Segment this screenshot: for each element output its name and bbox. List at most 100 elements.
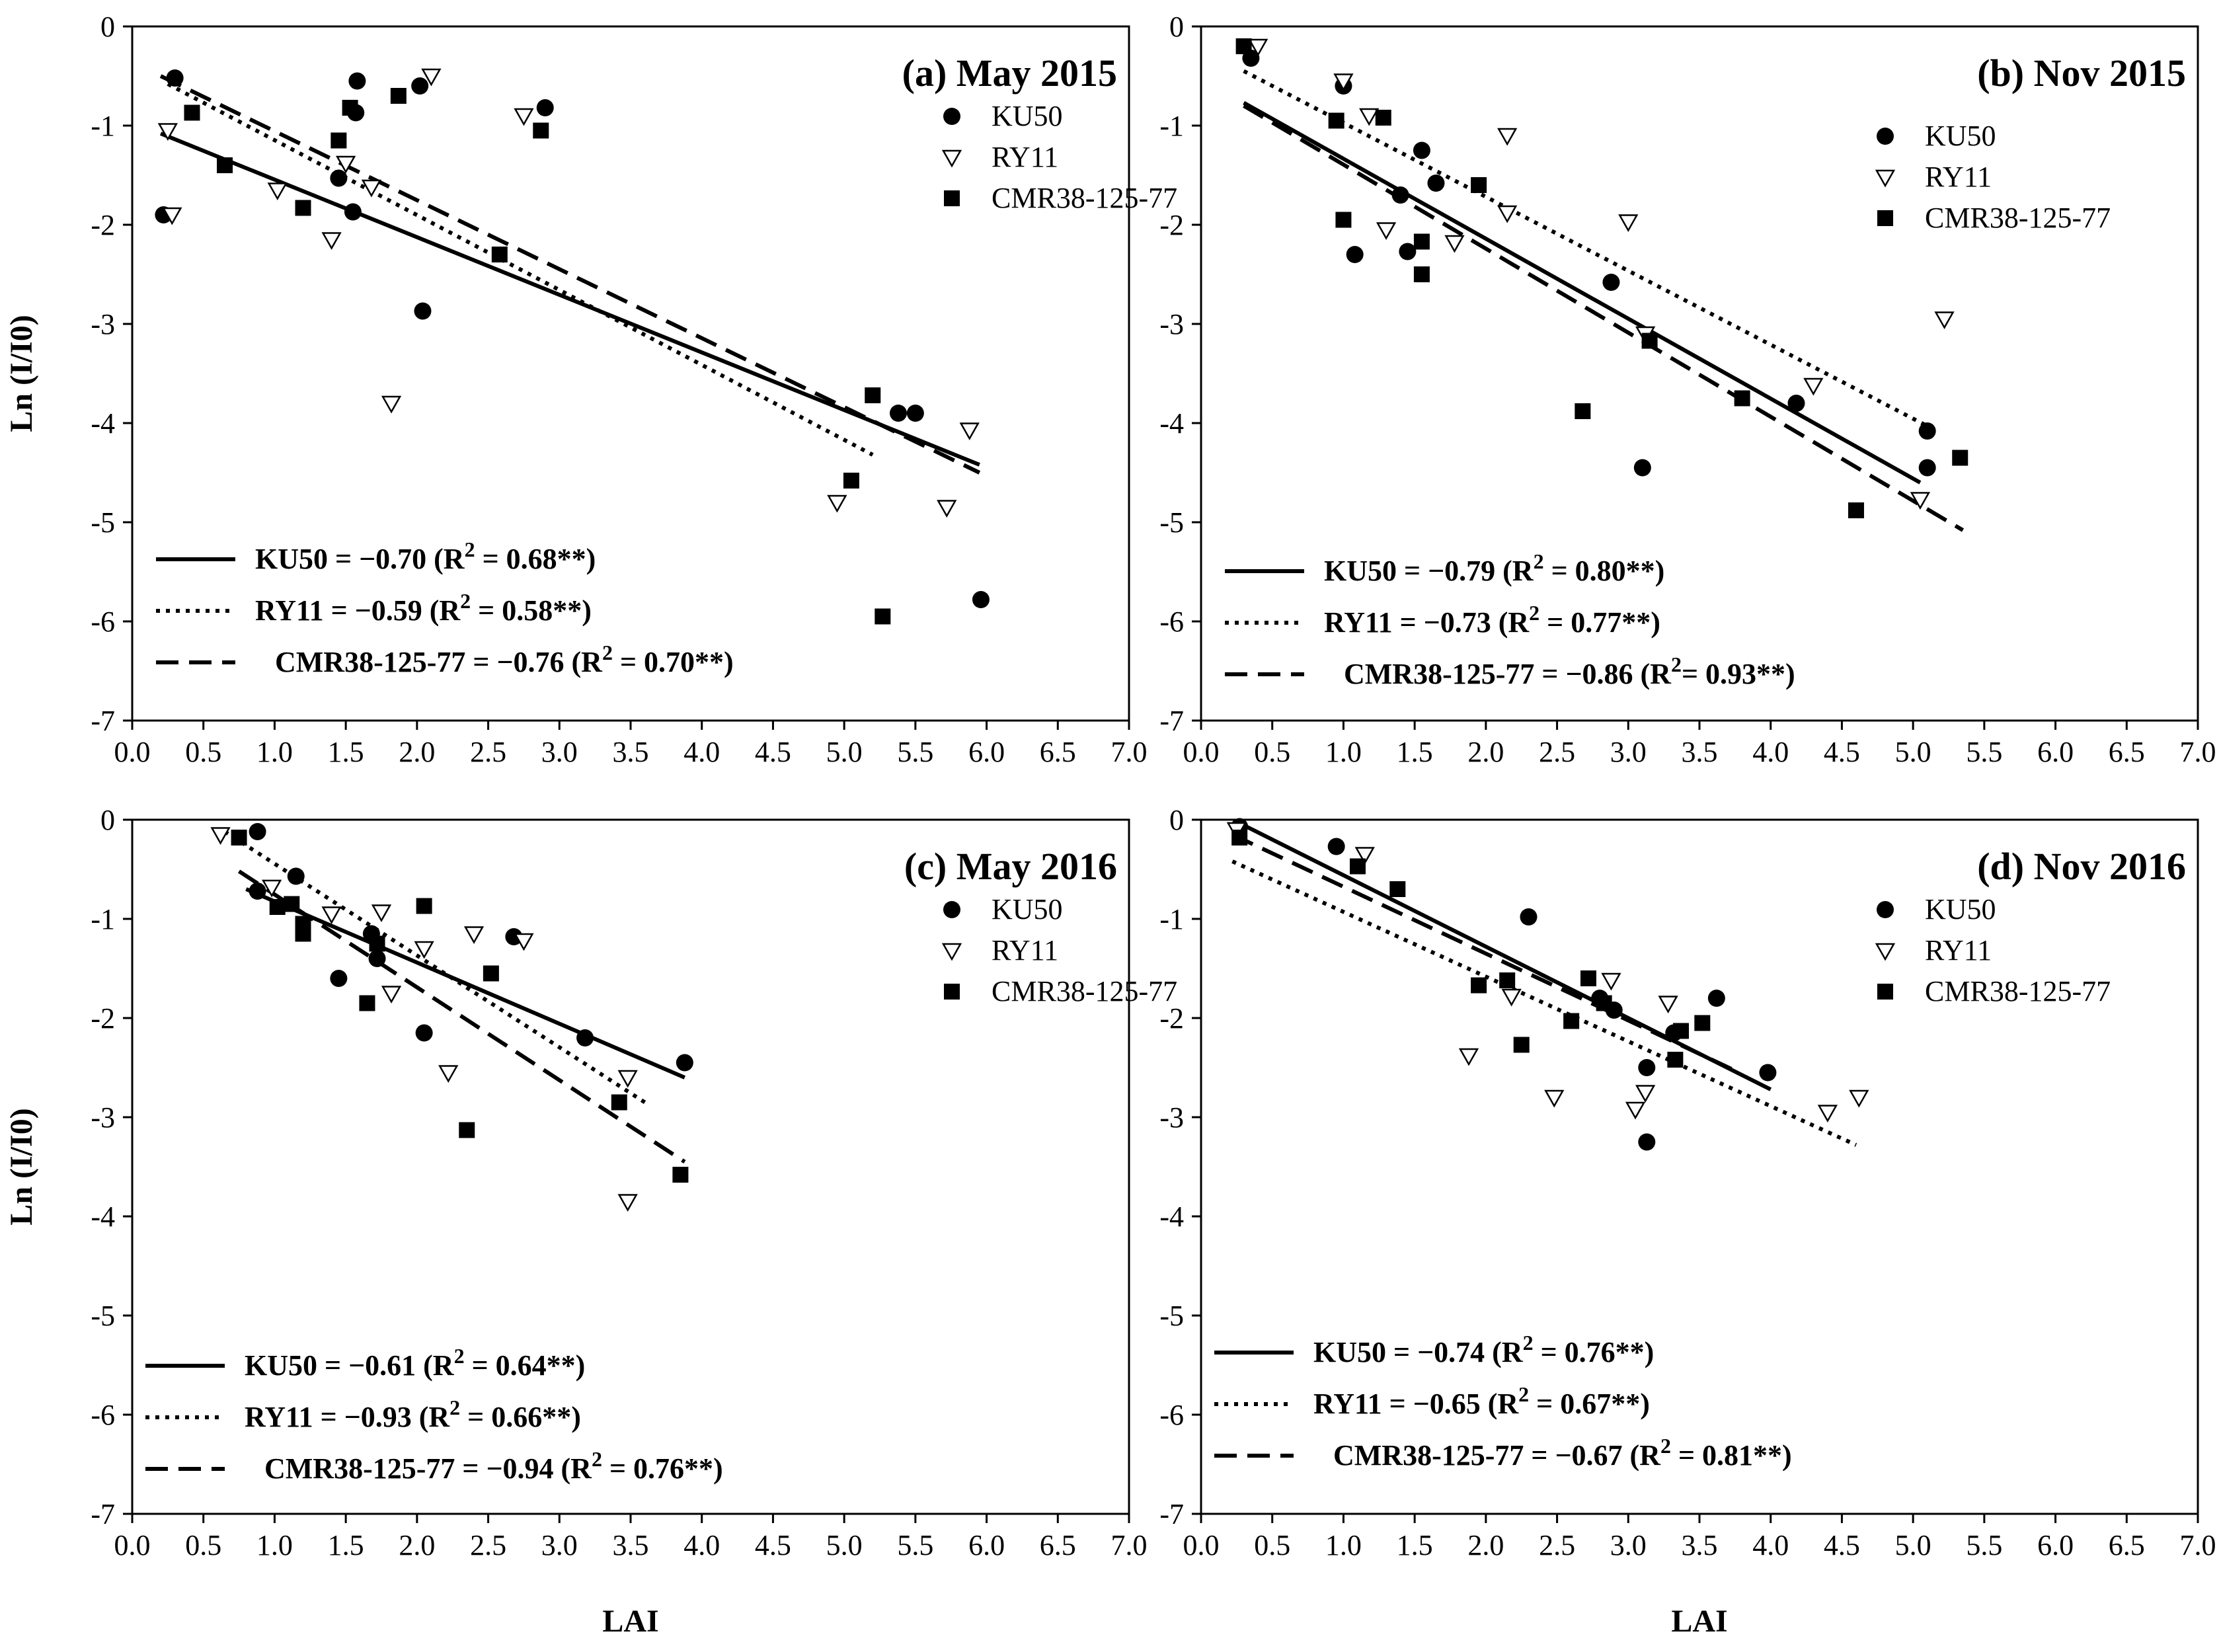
data-point-cmr38-125-77 <box>217 157 233 173</box>
data-point-cmr38-125-77 <box>1580 970 1596 986</box>
equation-ku50: KU50 = −0.70 (R2 = 0.68**) <box>255 537 596 575</box>
x-tick-label: 6.0 <box>2037 736 2074 768</box>
legend-label: KU50 <box>992 100 1063 132</box>
data-point-ku50 <box>1918 459 1936 477</box>
x-tick-label: 7.0 <box>1111 1529 1148 1561</box>
data-point-cmr38-125-77 <box>865 387 881 403</box>
x-tick-label: 3.0 <box>1610 736 1647 768</box>
data-point-ry11 <box>267 182 288 201</box>
x-tick-label: 4.5 <box>1824 1529 1860 1561</box>
data-point-cmr38-125-77 <box>295 200 311 216</box>
x-tick-label: 3.0 <box>1610 1529 1647 1561</box>
data-point-cmr38-125-77 <box>295 925 311 942</box>
y-tick-label: -3 <box>1159 1101 1184 1134</box>
y-tick-label: -7 <box>1159 1498 1184 1530</box>
data-point-cmr38-125-77 <box>459 1122 475 1138</box>
y-tick-label: 0 <box>1169 804 1184 836</box>
x-tick-label: 2.0 <box>1467 1529 1504 1561</box>
x-tick-label: 5.5 <box>1966 736 2002 768</box>
y-tick-label: -1 <box>1159 110 1184 142</box>
data-point-ry11 <box>514 108 534 126</box>
y-tick-label: -1 <box>91 903 115 935</box>
fit-line-cmr38-125-77 <box>1231 832 1736 1073</box>
data-point-ry11 <box>210 827 231 846</box>
y-tick-label: -3 <box>91 308 115 340</box>
x-tick-label: 1.5 <box>328 736 364 768</box>
data-point-ry11 <box>1248 38 1268 57</box>
legend-label: CMR38-125-77 <box>1925 975 2111 1007</box>
y-tick-label: 0 <box>1169 11 1184 43</box>
legend-label: RY11 <box>992 141 1058 173</box>
data-point-ry11 <box>321 232 342 251</box>
x-tick-label: 4.0 <box>683 736 720 768</box>
data-point-ry11 <box>827 494 847 513</box>
data-point-ry11 <box>381 986 402 1004</box>
x-tick-label: 1.5 <box>1397 1529 1433 1561</box>
equation-ry11: RY11 = −0.59 (R2 = 0.58**) <box>255 589 592 627</box>
data-point-ku50 <box>1918 422 1936 440</box>
data-point-ku50 <box>1413 141 1430 159</box>
panel-b: 0.0 0.5 1.0 1.5 2.0 2.5 3.0 3.5 4.0 4.5 5.0 5.5 6.0 6… <box>1159 11 2216 768</box>
data-point-cmr38-125-77 <box>1413 233 1430 250</box>
y-tick-label: -6 <box>1159 1399 1184 1431</box>
x-tick-label: 5.0 <box>1895 736 1931 768</box>
data-point-ku50 <box>249 823 266 840</box>
x-tick-label: 3.0 <box>541 736 578 768</box>
legend-marker-ry11 <box>941 149 962 168</box>
x-tick-label: 0.0 <box>1183 1529 1220 1561</box>
legend-label: RY11 <box>992 934 1058 966</box>
legend-marker-ku50 <box>1877 128 1894 145</box>
data-point-ku50 <box>348 72 366 90</box>
data-point-ry11 <box>463 926 485 945</box>
x-tick-label: 6.5 <box>1040 1529 1076 1561</box>
x-tick-label: 3.5 <box>1682 736 1718 768</box>
data-point-cmr38-125-77 <box>1471 977 1487 994</box>
data-point-ry11 <box>336 155 356 174</box>
data-point-ku50 <box>1427 175 1445 192</box>
x-tick-label: 2.5 <box>1539 736 1575 768</box>
data-point-ku50 <box>1707 990 1725 1007</box>
data-point-cmr38-125-77 <box>1575 403 1591 419</box>
data-point-ry11 <box>1625 1101 1646 1120</box>
y-tick-label: -5 <box>1159 506 1184 539</box>
data-point-cmr38-125-77 <box>1389 881 1406 897</box>
data-point-ku50 <box>287 867 305 885</box>
x-tick-label: 6.5 <box>2109 1529 2145 1561</box>
data-point-ku50 <box>1391 186 1409 204</box>
data-point-ku50 <box>1399 243 1417 260</box>
data-point-ry11 <box>514 933 534 951</box>
data-point-cmr38-125-77 <box>1231 830 1248 846</box>
x-tick-label: 1.0 <box>256 736 293 768</box>
data-point-cmr38-125-77 <box>231 830 247 846</box>
data-point-ku50 <box>1787 395 1805 412</box>
legend-marker-ry11 <box>1875 169 1896 188</box>
data-point-ry11 <box>1601 972 1621 991</box>
legend-label: KU50 <box>1925 893 1996 925</box>
y-tick-label: -7 <box>91 705 115 737</box>
data-point-cmr38-125-77 <box>1513 1037 1530 1053</box>
y-tick-label: -1 <box>1159 903 1184 935</box>
panel-title: (b) Nov 2015 <box>1977 52 2186 95</box>
data-point-ry11 <box>1333 73 1354 92</box>
data-point-ry11 <box>1501 988 1522 1007</box>
data-point-ry11 <box>1359 108 1380 126</box>
data-point-cmr38-125-77 <box>672 1167 689 1183</box>
data-point-cmr38-125-77 <box>331 132 347 149</box>
data-point-ry11 <box>421 68 442 87</box>
data-point-ku50 <box>676 1054 693 1072</box>
x-tick-label: 6.0 <box>2037 1529 2074 1561</box>
x-tick-label: 0.5 <box>185 736 221 768</box>
legend-marker-cmr38-125-77 <box>1877 210 1893 226</box>
equation-ku50: KU50 = −0.79 (R2 = 0.80**) <box>1324 549 1664 587</box>
x-tick-label: 1.5 <box>328 1529 364 1561</box>
x-tick-label: 3.5 <box>1682 1529 1718 1561</box>
data-point-cmr38-125-77 <box>390 88 407 104</box>
data-point-ry11 <box>617 1194 638 1212</box>
data-point-ku50 <box>1602 274 1620 291</box>
fit-line-ku50 <box>159 132 980 467</box>
x-tick-label: 1.0 <box>1325 1529 1362 1561</box>
x-axis-title: LAI <box>1671 1604 1727 1639</box>
data-point-cmr38-125-77 <box>1499 972 1516 988</box>
x-tick-label: 3.5 <box>613 736 649 768</box>
y-tick-label: -6 <box>1159 606 1184 638</box>
